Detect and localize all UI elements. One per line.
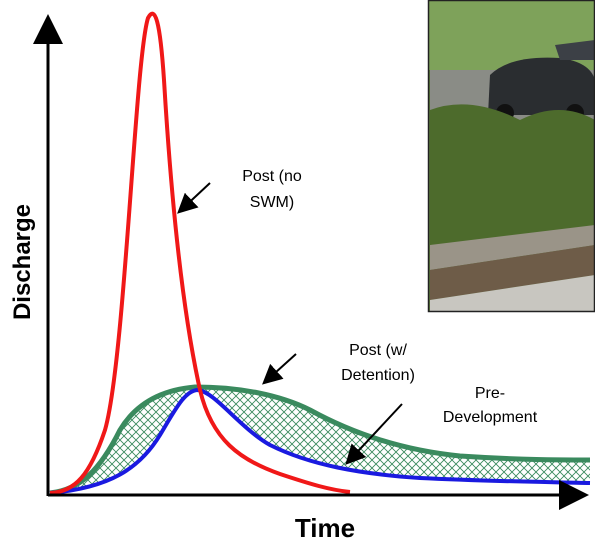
annotation-arrow	[180, 183, 210, 211]
x-axis-label: Time	[295, 513, 355, 543]
page: {"axes": {"y_label": "Discharge", "x_lab…	[0, 0, 595, 546]
annotation-line: Post (w/	[349, 342, 407, 359]
annotation-line: Post (no	[242, 168, 302, 185]
hatched-region	[50, 387, 590, 493]
y-axis-label: Discharge	[9, 204, 36, 320]
photo	[428, 0, 595, 312]
annotation-line: Pre-	[475, 385, 505, 402]
body: Discharge Time Post (no SWM) Post (w/ De…	[0, 0, 595, 546]
annotation-arrow	[265, 354, 296, 382]
annotation-line: Detention)	[341, 367, 415, 384]
annotation-line: SWM)	[250, 194, 294, 211]
diagram: Discharge Time Post (no SWM) Post (w/ De…	[0, 0, 595, 546]
annotation-line: Development	[443, 409, 538, 426]
